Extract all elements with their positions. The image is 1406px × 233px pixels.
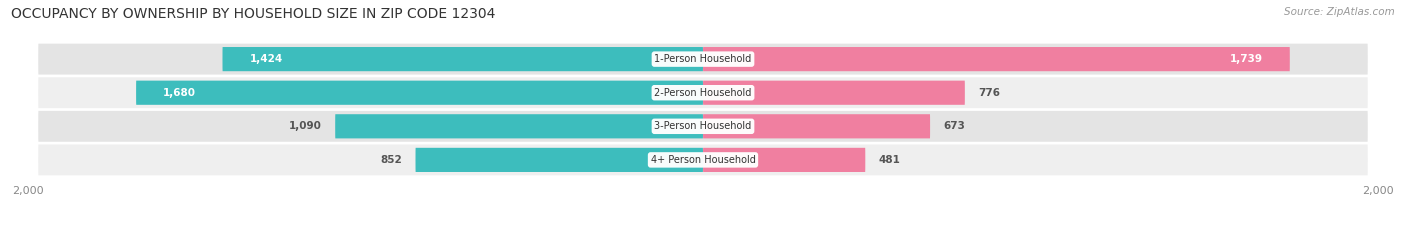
Text: 4+ Person Household: 4+ Person Household (651, 155, 755, 165)
Text: 3-Person Household: 3-Person Household (654, 121, 752, 131)
Text: 481: 481 (879, 155, 901, 165)
Text: 852: 852 (380, 155, 402, 165)
FancyBboxPatch shape (703, 148, 865, 172)
Text: OCCUPANCY BY OWNERSHIP BY HOUSEHOLD SIZE IN ZIP CODE 12304: OCCUPANCY BY OWNERSHIP BY HOUSEHOLD SIZE… (11, 7, 496, 21)
FancyBboxPatch shape (703, 114, 931, 138)
FancyBboxPatch shape (703, 81, 965, 105)
Text: 1,090: 1,090 (288, 121, 322, 131)
Text: 776: 776 (979, 88, 1000, 98)
FancyBboxPatch shape (136, 81, 703, 105)
Text: 1,680: 1,680 (163, 88, 195, 98)
FancyBboxPatch shape (703, 47, 1289, 71)
Text: Source: ZipAtlas.com: Source: ZipAtlas.com (1284, 7, 1395, 17)
Legend: Owner-occupied, Renter-occupied: Owner-occupied, Renter-occupied (581, 232, 825, 233)
Text: 1-Person Household: 1-Person Household (654, 54, 752, 64)
Text: 673: 673 (943, 121, 966, 131)
FancyBboxPatch shape (38, 77, 1368, 108)
Text: 1,424: 1,424 (249, 54, 283, 64)
Text: 2-Person Household: 2-Person Household (654, 88, 752, 98)
FancyBboxPatch shape (416, 148, 703, 172)
FancyBboxPatch shape (335, 114, 703, 138)
FancyBboxPatch shape (38, 111, 1368, 142)
FancyBboxPatch shape (222, 47, 703, 71)
FancyBboxPatch shape (38, 44, 1368, 75)
FancyBboxPatch shape (38, 144, 1368, 175)
Text: 1,739: 1,739 (1230, 54, 1263, 64)
